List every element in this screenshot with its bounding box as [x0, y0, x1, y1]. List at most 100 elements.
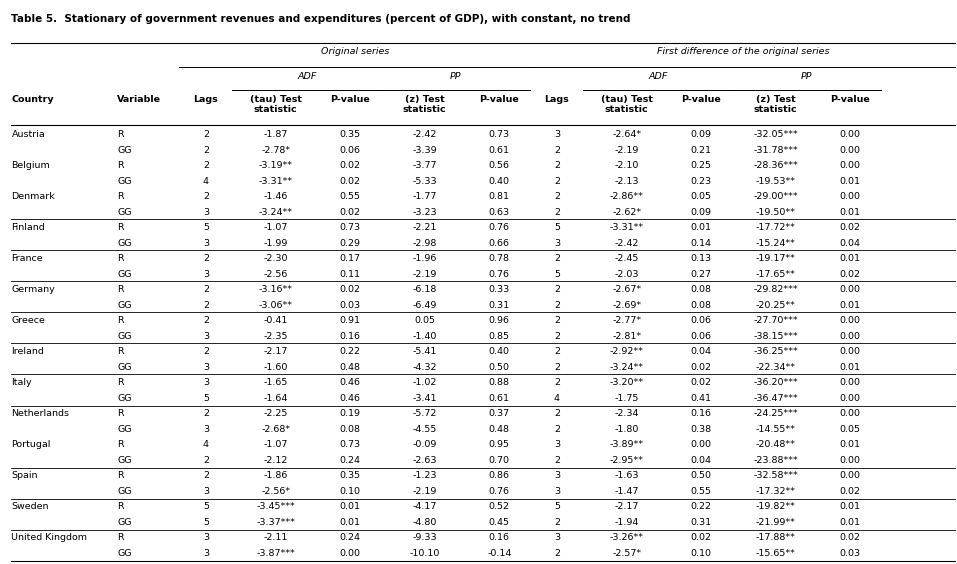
Text: -2.17: -2.17	[263, 347, 288, 356]
Text: 0.11: 0.11	[340, 270, 361, 279]
Text: 0.48: 0.48	[340, 363, 361, 372]
Text: 0.01: 0.01	[840, 177, 861, 186]
Text: GG: GG	[117, 394, 132, 403]
Text: -0.09: -0.09	[412, 440, 437, 450]
Text: 2: 2	[554, 425, 560, 434]
Text: 0.10: 0.10	[691, 549, 712, 558]
Text: 0.00: 0.00	[340, 549, 361, 558]
Text: -3.26**: -3.26**	[610, 534, 644, 543]
Text: -2.62*: -2.62*	[612, 208, 641, 217]
Text: -3.77: -3.77	[412, 161, 437, 170]
Text: -2.77*: -2.77*	[612, 316, 641, 325]
Text: -19.82**: -19.82**	[756, 503, 795, 512]
Text: -1.96: -1.96	[412, 254, 437, 263]
Text: 0.02: 0.02	[691, 363, 712, 372]
Text: 3: 3	[554, 472, 560, 481]
Text: 0.14: 0.14	[691, 239, 712, 248]
Text: -15.65**: -15.65**	[756, 549, 795, 558]
Text: 0.02: 0.02	[840, 270, 861, 279]
Text: -15.24**: -15.24**	[756, 239, 795, 248]
Text: -17.72**: -17.72**	[756, 223, 795, 232]
Text: -28.36***: -28.36***	[753, 161, 798, 170]
Text: 2: 2	[554, 409, 560, 418]
Text: 5: 5	[203, 223, 209, 232]
Text: 2: 2	[554, 378, 560, 387]
Text: 3: 3	[203, 239, 209, 248]
Text: -1.94: -1.94	[614, 518, 639, 527]
Text: 0.31: 0.31	[489, 301, 510, 310]
Text: -10.10: -10.10	[410, 549, 440, 558]
Text: 0.88: 0.88	[489, 378, 510, 387]
Text: -2.30: -2.30	[263, 254, 288, 263]
Text: 2: 2	[554, 456, 560, 465]
Text: 0.13: 0.13	[691, 254, 712, 263]
Text: 3: 3	[203, 549, 209, 558]
Text: ADF: ADF	[648, 72, 668, 81]
Text: -17.88**: -17.88**	[756, 534, 795, 543]
Text: 3: 3	[203, 425, 209, 434]
Text: -19.50**: -19.50**	[756, 208, 795, 217]
Text: 2: 2	[554, 285, 560, 294]
Text: -5.41: -5.41	[412, 347, 437, 356]
Text: R: R	[117, 223, 123, 232]
Text: 2: 2	[554, 146, 560, 155]
Text: -24.25***: -24.25***	[753, 409, 798, 418]
Text: -36.25***: -36.25***	[753, 347, 798, 356]
Text: 0.06: 0.06	[340, 146, 361, 155]
Text: -2.17: -2.17	[614, 503, 639, 512]
Text: Variable: Variable	[117, 95, 161, 104]
Text: 0.01: 0.01	[340, 503, 361, 512]
Text: 0.73: 0.73	[340, 223, 361, 232]
Text: 0.00: 0.00	[840, 316, 861, 325]
Text: France: France	[11, 254, 43, 263]
Text: Country: Country	[11, 95, 55, 104]
Text: 0.00: 0.00	[840, 456, 861, 465]
Text: -1.07: -1.07	[263, 440, 288, 450]
Text: Lags: Lags	[193, 95, 218, 104]
Text: (z) Test
statistic: (z) Test statistic	[403, 95, 447, 114]
Text: -21.99**: -21.99**	[756, 518, 795, 527]
Text: 0.02: 0.02	[691, 378, 712, 387]
Text: 0.00: 0.00	[840, 378, 861, 387]
Text: 0.08: 0.08	[340, 425, 361, 434]
Text: 0.33: 0.33	[489, 285, 510, 294]
Text: -2.81*: -2.81*	[612, 332, 641, 341]
Text: -17.32**: -17.32**	[756, 487, 796, 496]
Text: R: R	[117, 440, 123, 450]
Text: -1.47: -1.47	[614, 487, 639, 496]
Text: 0.00: 0.00	[840, 409, 861, 418]
Text: 0.85: 0.85	[489, 332, 510, 341]
Text: -4.32: -4.32	[412, 363, 437, 372]
Text: GG: GG	[117, 456, 132, 465]
Text: 0.00: 0.00	[840, 332, 861, 341]
Text: 2: 2	[554, 518, 560, 527]
Text: -1.86: -1.86	[263, 472, 288, 481]
Text: -5.72: -5.72	[412, 409, 437, 418]
Text: GG: GG	[117, 208, 132, 217]
Text: Italy: Italy	[11, 378, 33, 387]
Text: 0.37: 0.37	[489, 409, 510, 418]
Text: 0.61: 0.61	[489, 394, 510, 403]
Text: -2.69*: -2.69*	[612, 301, 641, 310]
Text: -3.89**: -3.89**	[610, 440, 644, 450]
Text: 2: 2	[203, 347, 209, 356]
Text: 0.00: 0.00	[840, 472, 861, 481]
Text: -3.45***: -3.45***	[256, 503, 295, 512]
Text: -4.55: -4.55	[412, 425, 437, 434]
Text: 0.01: 0.01	[840, 518, 861, 527]
Text: 2: 2	[203, 161, 209, 170]
Text: (tau) Test
statistic: (tau) Test statistic	[601, 95, 653, 114]
Text: 3: 3	[554, 534, 560, 543]
Text: 0.09: 0.09	[691, 130, 712, 139]
Text: -9.33: -9.33	[412, 534, 437, 543]
Text: 0.02: 0.02	[840, 534, 861, 543]
Text: GG: GG	[117, 301, 132, 310]
Text: 0.24: 0.24	[340, 456, 361, 465]
Text: (tau) Test
statistic: (tau) Test statistic	[250, 95, 301, 114]
Text: GG: GG	[117, 239, 132, 248]
Text: R: R	[117, 254, 123, 263]
Text: 3: 3	[203, 332, 209, 341]
Text: -2.13: -2.13	[614, 177, 639, 186]
Text: 0.03: 0.03	[340, 301, 361, 310]
Text: 0.27: 0.27	[691, 270, 712, 279]
